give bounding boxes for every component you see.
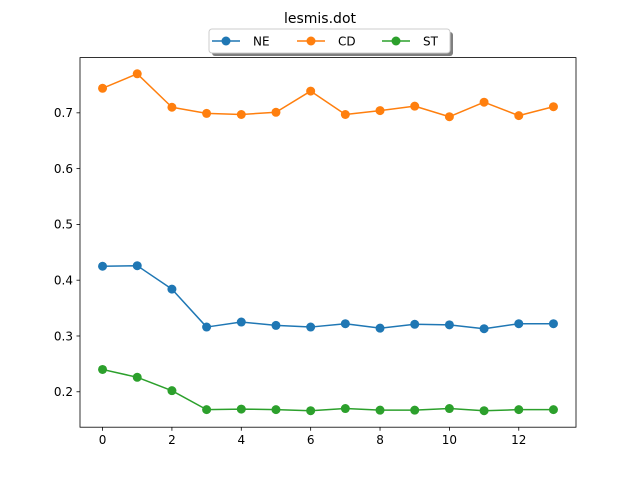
data-point-ne (340, 319, 350, 329)
data-point-ne (410, 319, 420, 329)
data-point-st (236, 404, 246, 414)
data-point-st (98, 364, 108, 374)
data-point-ne (167, 284, 177, 294)
y-tick-label: 0.6 (54, 162, 73, 176)
data-point-st (410, 405, 420, 415)
data-point-ne (98, 261, 108, 271)
series-line-ne (101, 264, 555, 330)
legend-marker (221, 36, 231, 46)
y-tick-label: 0.5 (54, 218, 73, 232)
series-st (98, 364, 558, 416)
data-point-cd (132, 69, 142, 79)
series-cd (98, 69, 558, 122)
data-point-ne (306, 322, 316, 332)
data-point-st (202, 405, 212, 415)
series-layer (98, 69, 558, 416)
data-point-cd (236, 110, 246, 119)
data-point-st (132, 372, 142, 382)
legend-marker (306, 36, 316, 46)
chart-title: lesmis.dot (284, 11, 357, 27)
y-tick-label: 0.2 (54, 385, 73, 399)
data-point-st (548, 405, 558, 415)
x-tick-label: 8 (376, 433, 384, 447)
data-point-cd (444, 112, 454, 122)
data-point-st (375, 405, 385, 415)
y-tick-label: 0.3 (54, 329, 73, 343)
x-tick-label: 10 (442, 433, 457, 447)
legend-label: CD (338, 34, 356, 48)
x-tick-label: 4 (237, 433, 245, 447)
x-tick-label: 2 (168, 433, 176, 447)
y-tick-label: 0.4 (54, 273, 73, 287)
data-point-cd (340, 110, 350, 119)
series-line-st (101, 368, 555, 412)
axes-layer: 0 2 4 6 8 10 12 0.2 0.3 0.4 0.5 0.6 0.7 (54, 57, 577, 447)
data-point-cd (479, 97, 489, 107)
data-point-st (271, 405, 281, 415)
data-point-cd (514, 111, 524, 121)
data-point-cd (375, 106, 385, 116)
x-tick-label: 0 (99, 433, 107, 447)
data-point-ne (271, 320, 281, 330)
data-point-st (444, 404, 454, 414)
data-point-cd (306, 86, 316, 96)
legend-entry-st: ST (382, 34, 439, 48)
data-point-ne (548, 319, 558, 329)
data-point-st (514, 405, 524, 415)
data-point-cd (271, 107, 281, 117)
data-point-ne (202, 322, 212, 332)
series-line-cd (101, 73, 555, 118)
legend-entry-ne: NE (212, 34, 270, 48)
legend-label: NE (253, 34, 270, 48)
data-point-ne (479, 324, 489, 334)
data-point-cd (167, 102, 177, 112)
legend-box (208, 28, 451, 54)
data-point-ne (444, 320, 454, 330)
legend-marker (391, 36, 401, 46)
data-point-st (306, 406, 316, 416)
data-point-ne (132, 261, 142, 271)
data-point-st (479, 406, 489, 416)
data-point-st (340, 404, 350, 414)
legend: NE CD ST (208, 28, 453, 56)
x-tick-label: 6 (307, 433, 315, 447)
data-point-st (167, 386, 177, 396)
series-ne (98, 261, 558, 334)
legend-label: ST (423, 34, 439, 48)
x-tick-label: 12 (511, 433, 526, 447)
plot-frame (79, 57, 577, 428)
data-point-ne (514, 319, 524, 329)
data-point-ne (236, 317, 246, 327)
data-point-cd (202, 108, 212, 118)
data-point-cd (98, 83, 108, 93)
data-point-cd (548, 102, 558, 112)
data-point-ne (375, 323, 385, 333)
y-tick-label: 0.7 (54, 106, 73, 120)
data-point-cd (410, 101, 420, 111)
legend-entry-cd: CD (297, 34, 356, 48)
